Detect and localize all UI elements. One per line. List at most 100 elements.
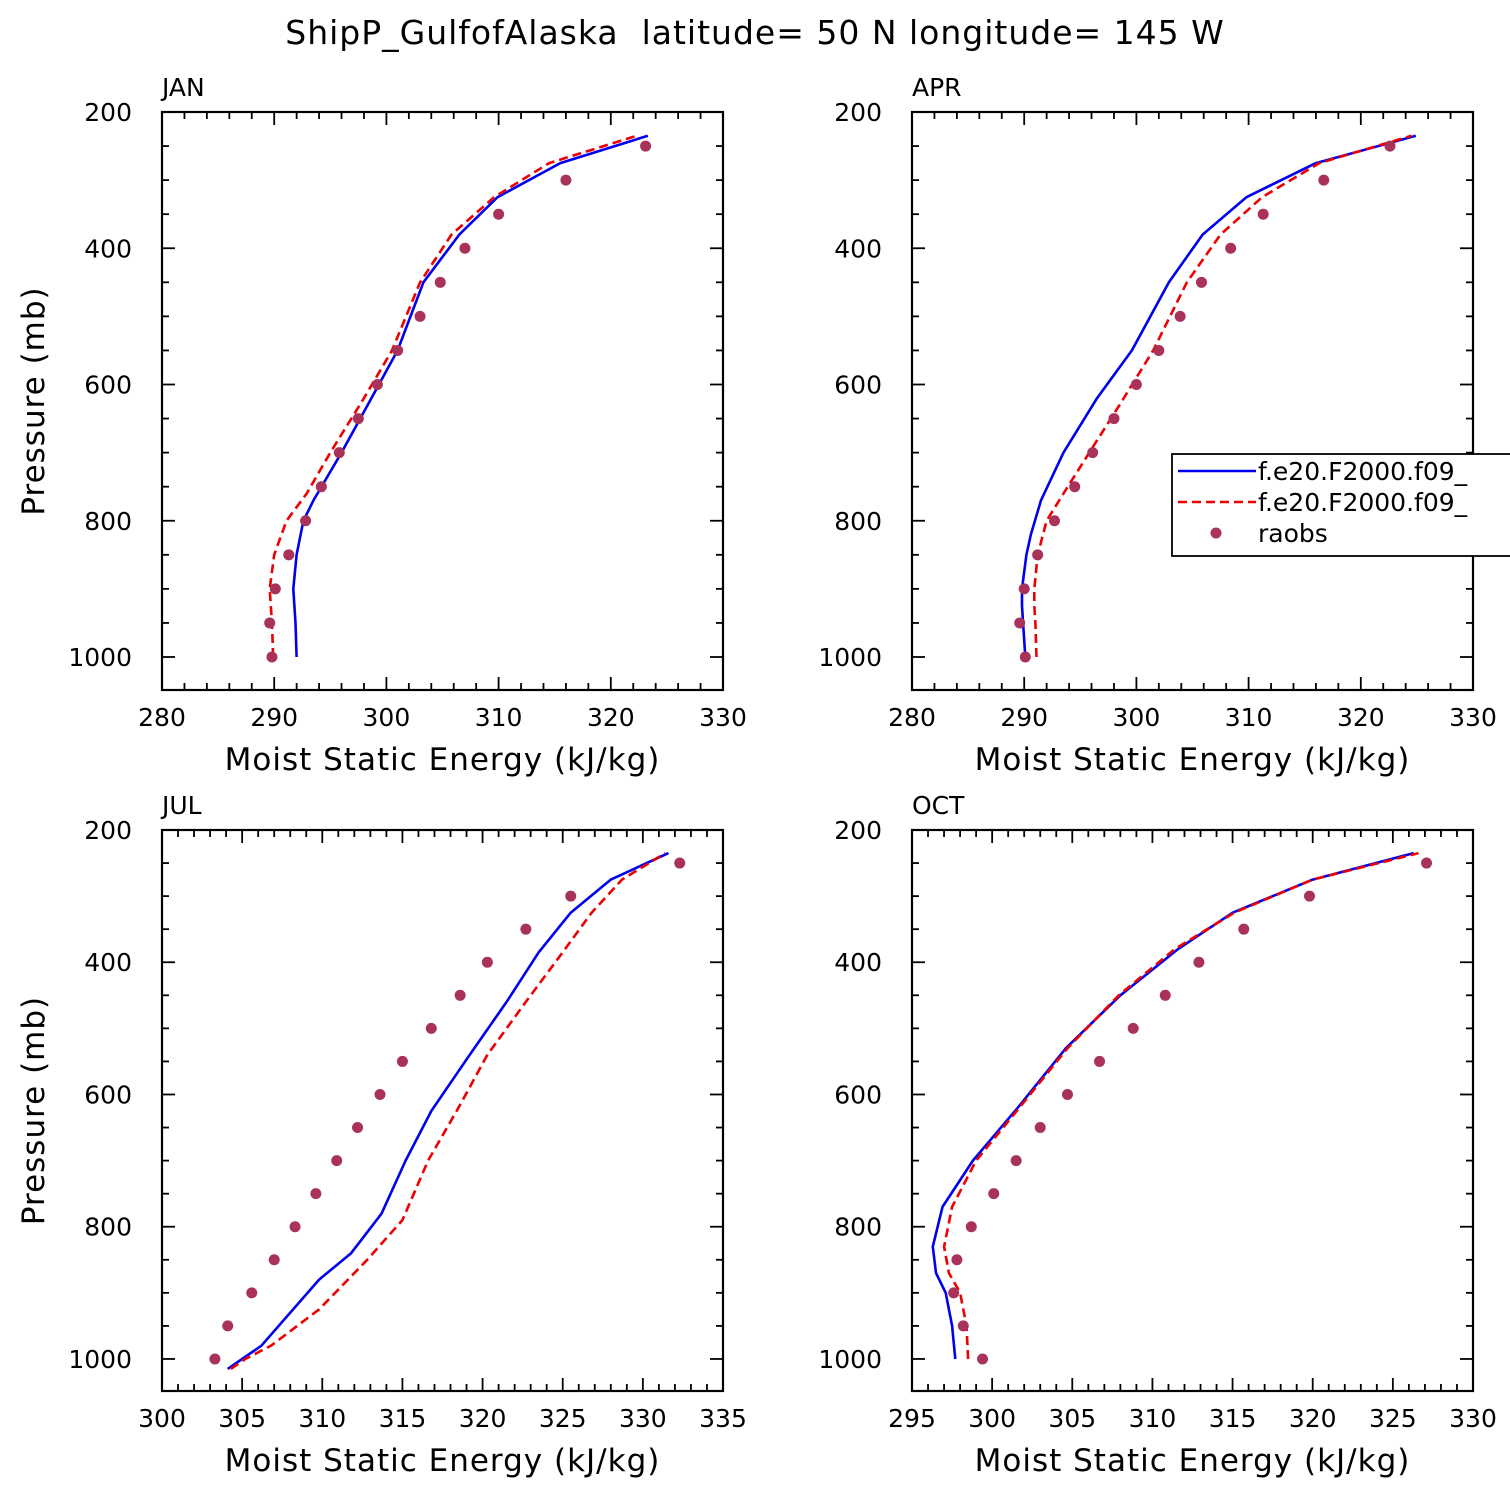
raobs-point bbox=[977, 1353, 989, 1365]
y-tick-label: 600 bbox=[84, 1080, 132, 1109]
raobs-point bbox=[1195, 276, 1207, 288]
x-tick-label: 320 bbox=[459, 1404, 507, 1433]
plot-frame bbox=[160, 110, 725, 692]
x-tick-label: 325 bbox=[539, 1404, 587, 1433]
x-tick-label: 320 bbox=[1337, 703, 1385, 732]
x-tick-label: 330 bbox=[619, 1404, 667, 1433]
raobs-point bbox=[674, 857, 686, 869]
y-tick-label: 200 bbox=[834, 816, 882, 845]
raobs-point bbox=[396, 1055, 408, 1067]
raobs-point bbox=[264, 617, 276, 629]
x-tick-label: 310 bbox=[298, 1404, 346, 1433]
raobs-point bbox=[246, 1287, 258, 1299]
panel-title: JUL bbox=[160, 791, 202, 820]
model-line-solid bbox=[931, 851, 1415, 1360]
raobs-point bbox=[520, 923, 532, 935]
x-axis-label: Moist Static Energy (kJ/kg) bbox=[975, 742, 1411, 778]
raobs-point bbox=[414, 310, 426, 322]
y-tick-label: 800 bbox=[84, 1213, 132, 1242]
raobs-point bbox=[1130, 379, 1142, 390]
y-tick-label: 200 bbox=[84, 816, 132, 845]
plot-frame bbox=[160, 828, 725, 1393]
raobs-point bbox=[988, 1188, 1000, 1200]
y-tick-label: 400 bbox=[84, 948, 132, 977]
x-axis-label: Moist Static Energy (kJ/kg) bbox=[225, 1443, 661, 1479]
raobs-point bbox=[222, 1320, 234, 1332]
model-line-dashed bbox=[1033, 134, 1412, 658]
y-tick-label: 1000 bbox=[68, 643, 132, 672]
raobs-point bbox=[481, 956, 493, 968]
raobs-point bbox=[392, 344, 404, 356]
x-tick-label: 300 bbox=[363, 703, 411, 732]
x-tick-label: 290 bbox=[250, 703, 298, 732]
x-tick-label: 320 bbox=[587, 703, 635, 732]
x-tick-label: 300 bbox=[1113, 703, 1161, 732]
raobs-point bbox=[1032, 549, 1044, 561]
y-tick-label: 600 bbox=[834, 1080, 882, 1109]
x-tick-label: 315 bbox=[379, 1404, 427, 1433]
x-tick-label: 300 bbox=[138, 1404, 186, 1433]
raobs-point bbox=[268, 1254, 280, 1266]
raobs-point bbox=[1153, 344, 1165, 356]
raobs-point bbox=[1019, 651, 1031, 663]
x-tick-label: 330 bbox=[699, 703, 747, 732]
model-line-dashed bbox=[230, 851, 666, 1370]
panel-title: JAN bbox=[160, 73, 205, 102]
panel-apr: APR 280 290 300 310 320 330 200 400 600 800 1000 Moi… bbox=[818, 73, 1496, 778]
raobs-point bbox=[560, 174, 572, 186]
y-tick-label: 400 bbox=[834, 948, 882, 977]
raobs-point bbox=[1061, 1088, 1073, 1100]
raobs-point bbox=[374, 1088, 386, 1100]
x-tick-label: 310 bbox=[1225, 703, 1273, 732]
y-tick-label: 1000 bbox=[818, 643, 882, 672]
model-line-solid bbox=[291, 134, 649, 658]
raobs-point bbox=[352, 1122, 364, 1134]
x-tick-label: 305 bbox=[1048, 1404, 1096, 1433]
raobs-point bbox=[1384, 140, 1396, 152]
y-tick-label: 600 bbox=[84, 371, 132, 400]
x-tick-label: 315 bbox=[1209, 1404, 1257, 1433]
y-axis-label: Pressure (mb) bbox=[16, 286, 52, 515]
y-axis-label: Pressure (mb) bbox=[16, 996, 52, 1225]
raobs-point bbox=[269, 583, 281, 595]
raobs-point bbox=[1174, 310, 1186, 322]
raobs-point bbox=[1304, 890, 1316, 902]
plot-frame bbox=[910, 110, 1475, 692]
model-line-solid bbox=[1020, 134, 1417, 658]
y-tick-label: 800 bbox=[834, 507, 882, 536]
y-tick-label: 400 bbox=[834, 234, 882, 263]
raobs-point bbox=[1010, 1155, 1022, 1167]
x-tick-label: 280 bbox=[888, 703, 936, 732]
x-axis-label: Moist Static Energy (kJ/kg) bbox=[975, 1443, 1411, 1479]
model-line-solid bbox=[226, 851, 670, 1370]
legend-label: f.e20.F2000.f09_ bbox=[1258, 488, 1468, 517]
legend-marker bbox=[1210, 527, 1222, 539]
raobs-point bbox=[1018, 583, 1030, 595]
raobs-point bbox=[1193, 956, 1205, 968]
raobs-point bbox=[1225, 242, 1237, 254]
panel-oct: OCT 295 300 305 310 315 320 325 330 200 400 600 800 1… bbox=[818, 791, 1496, 1479]
y-tick-label: 200 bbox=[834, 98, 882, 127]
x-tick-label: 330 bbox=[1449, 1404, 1497, 1433]
raobs-point bbox=[1421, 857, 1433, 869]
x-tick-label: 310 bbox=[1129, 1404, 1177, 1433]
raobs-point bbox=[434, 276, 446, 288]
raobs-point bbox=[957, 1320, 969, 1332]
raobs-point bbox=[300, 515, 312, 527]
panel-title: APR bbox=[912, 73, 962, 102]
raobs-point bbox=[1014, 617, 1026, 629]
model-line-dashed bbox=[268, 134, 637, 658]
legend-label: f.e20.F2000.f09_ bbox=[1258, 457, 1468, 486]
figure-title: ShipP_GulfofAlaska latitude= 50 N longit… bbox=[285, 13, 1225, 52]
plot-frame bbox=[910, 828, 1475, 1393]
raobs-point bbox=[266, 651, 278, 663]
raobs-point bbox=[283, 549, 295, 561]
raobs-point bbox=[951, 1254, 963, 1266]
raobs-point bbox=[289, 1221, 301, 1233]
raobs-point bbox=[331, 1155, 343, 1167]
raobs-point bbox=[310, 1188, 322, 1200]
x-tick-label: 305 bbox=[218, 1404, 266, 1433]
raobs-point bbox=[1108, 413, 1120, 425]
raobs-point bbox=[454, 989, 466, 1001]
